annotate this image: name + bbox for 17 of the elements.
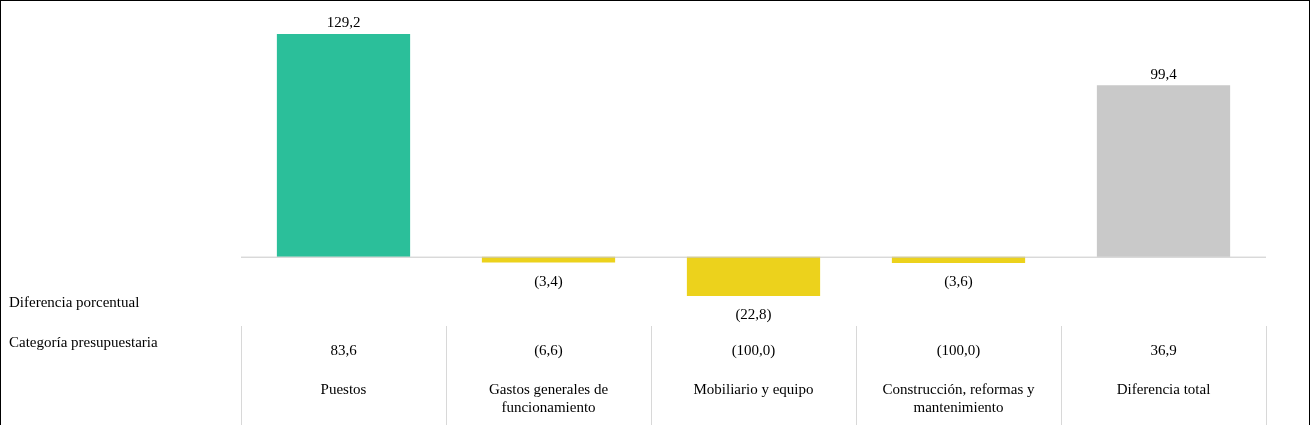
text: (100,0) [936, 341, 981, 359]
data-label: (3,4) [534, 273, 563, 290]
data-label: (3,6) [944, 273, 973, 291]
text: (100,0) [731, 341, 776, 359]
x-tick-label: Mobiliario y equipo [693, 380, 814, 397]
x-tick-label: Diferencia total [1116, 380, 1211, 397]
data-label: 129,2 [326, 14, 361, 31]
data-label: 99,4 [1150, 65, 1178, 82]
x-tick-label: Gastos generales de funcionamiento [488, 380, 609, 415]
x-tick-label: Construcción, reformas y mantenimiento [882, 380, 1036, 415]
x-tick-label: Puestos [320, 380, 367, 397]
data-label: (22,8) [735, 306, 772, 324]
text: (6,6) [534, 341, 563, 359]
text: Categoría presupuestaria [9, 333, 159, 350]
text: 36,9 [1150, 341, 1177, 358]
text: Diferencia porcentual [9, 293, 140, 310]
text: 83,6 [330, 341, 358, 358]
